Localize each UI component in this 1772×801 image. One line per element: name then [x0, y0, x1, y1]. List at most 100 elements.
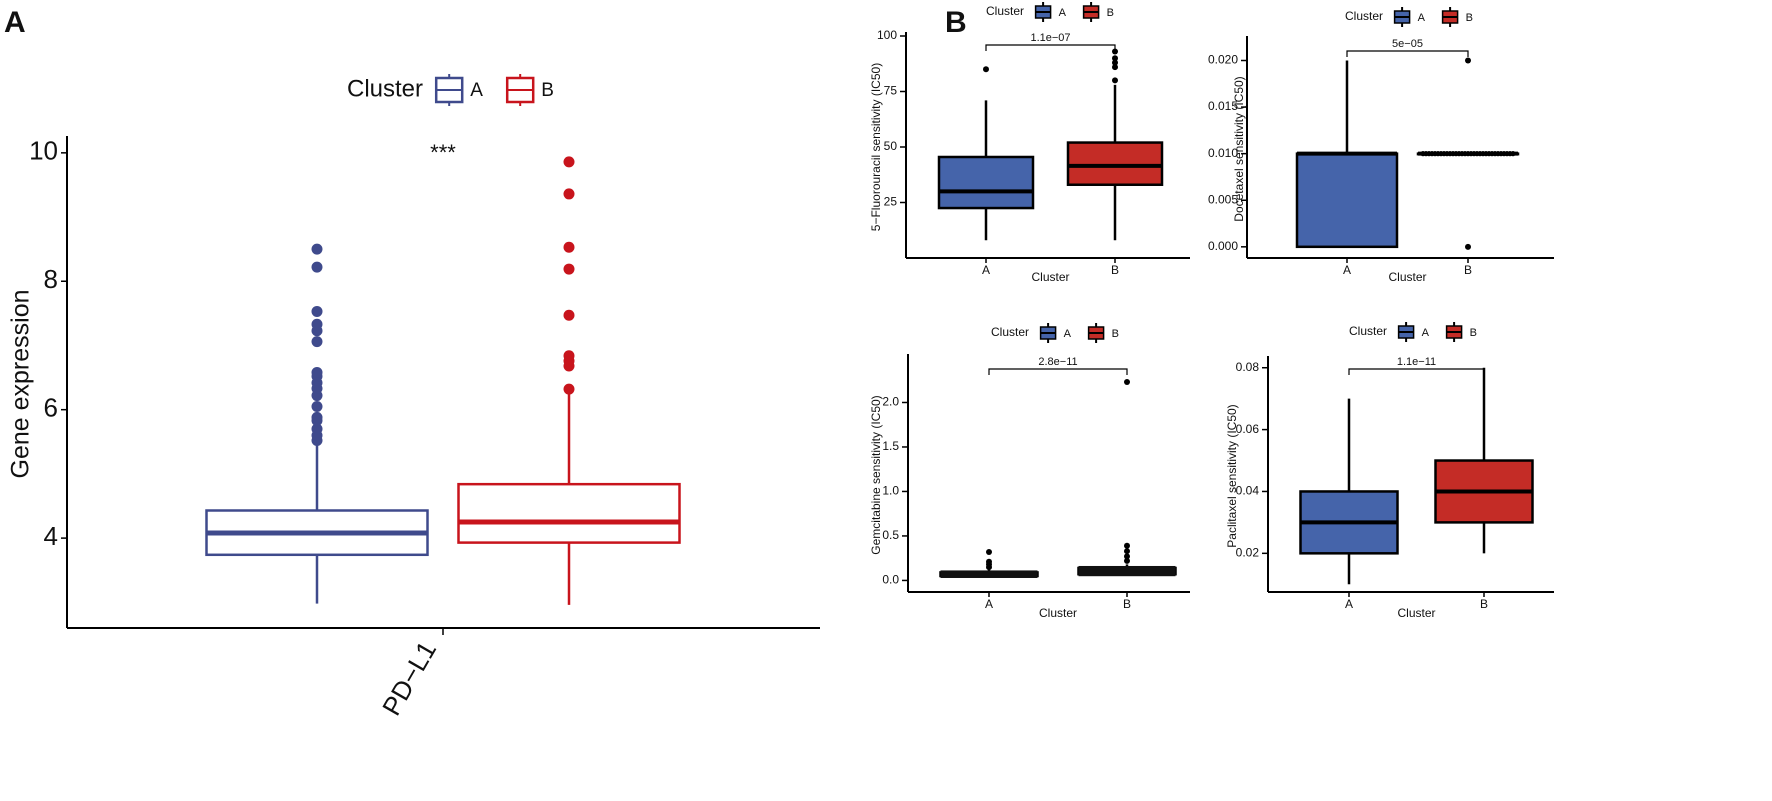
- outlier-point: [563, 309, 575, 321]
- legend-label-a: A: [1059, 7, 1067, 19]
- y-axis-label: Gemcitabine sensitivity (IC50): [869, 395, 883, 554]
- y-axis-label: Paclitaxel sensitivity (IC50): [1225, 404, 1239, 547]
- legend-label-b: B: [541, 80, 554, 101]
- outlier-point: [311, 243, 323, 255]
- x-axis-label: Cluster: [1031, 270, 1069, 284]
- y-tick-label: 8: [44, 264, 58, 294]
- x-tick-label: PD−L1: [376, 636, 442, 720]
- box-b: [1434, 367, 1534, 554]
- box-body: [457, 482, 681, 544]
- outlier-point: [311, 423, 323, 435]
- box-overplot: [940, 570, 1038, 578]
- outlier-point: [563, 241, 575, 253]
- outlier-point: [1112, 64, 1118, 71]
- outlier-point: [1112, 77, 1118, 84]
- y-tick-label: 0.04: [1236, 484, 1260, 498]
- y-tick-label: 0.5: [882, 528, 899, 542]
- legend-label-b: B: [1112, 328, 1119, 340]
- outlier-point: [563, 188, 575, 200]
- box-b: [1077, 379, 1177, 576]
- y-axis-label: Docetaxel sensitivity (IC50): [1232, 76, 1246, 221]
- legend-title: Cluster: [991, 325, 1029, 339]
- outlier-point: [1112, 59, 1118, 66]
- x-tick-label: A: [1343, 263, 1351, 277]
- x-axis-label: Cluster: [1039, 606, 1077, 620]
- y-tick-label: 0.0: [882, 573, 899, 587]
- outlier-point: [311, 411, 323, 423]
- p-value-label: 1.1e−07: [1030, 32, 1070, 44]
- y-tick-label: 0.08: [1236, 360, 1260, 374]
- box-b: [457, 156, 681, 605]
- significance-label: ***: [430, 140, 456, 165]
- outlier-point: [1465, 243, 1471, 250]
- x-axis-label: Cluster: [1397, 606, 1435, 620]
- y-tick-label: 0.020: [1208, 53, 1238, 67]
- legend-label-a: A: [1418, 12, 1426, 24]
- y-axis-label: 5−Fluorouracil sensitivity (IC50): [869, 63, 883, 231]
- outlier-point: [1112, 55, 1118, 62]
- legend-key-a: [1397, 322, 1415, 342]
- y-tick-label: 100: [877, 28, 897, 42]
- p-bracket: [985, 44, 1116, 51]
- outlier-point: [311, 261, 323, 273]
- p-value-label: 2.8e−11: [1038, 356, 1077, 368]
- box-a: [205, 243, 429, 604]
- outlier-point: [1124, 379, 1130, 386]
- y-tick-label: 0.02: [1236, 546, 1260, 560]
- legend-key-b: [1441, 7, 1459, 27]
- outlier-point: [983, 66, 989, 73]
- legend-label-a: A: [1422, 327, 1430, 339]
- y-tick-label: 0.000: [1208, 239, 1238, 253]
- x-tick-label: B: [1480, 597, 1488, 611]
- outlier-point: [563, 383, 575, 395]
- y-tick-label: 0.06: [1236, 422, 1260, 436]
- outlier-point: [563, 156, 575, 168]
- outlier-point: [311, 400, 323, 412]
- legend-key-a: [434, 74, 464, 106]
- box-overplot: [1078, 565, 1176, 577]
- legend: Cluster A B: [986, 2, 1114, 22]
- box-body: [1066, 141, 1164, 186]
- outlier-point: [1124, 553, 1130, 560]
- outlier-point: [986, 558, 992, 565]
- y-tick-label: 1.0: [882, 484, 899, 498]
- chart-2: 25 50 75 100 5−Fluorouracil sensitivity (IC5…: [869, 2, 1190, 284]
- legend-key-a: [1393, 7, 1411, 27]
- p-value-label: 5e−05: [1392, 38, 1423, 50]
- legend-label-a: A: [470, 80, 483, 101]
- y-tick-label: 4: [44, 521, 58, 551]
- outlier-point: [311, 318, 323, 330]
- y-tick-label: 25: [884, 195, 898, 209]
- legend-label-b: B: [1107, 7, 1114, 19]
- y-tick-label: 10: [29, 136, 58, 166]
- box-body: [937, 155, 1035, 210]
- legend-title: Cluster: [1345, 9, 1383, 23]
- legend-key-b: [1087, 323, 1105, 343]
- legend-title: Cluster: [1349, 324, 1387, 338]
- outlier-point: [311, 305, 323, 317]
- y-tick-label: 0.015: [1208, 99, 1238, 113]
- p-bracket: [988, 368, 1128, 375]
- y-tick-label: 2.0: [882, 395, 899, 409]
- panel-b-label: B: [945, 6, 967, 39]
- box-body: [1295, 152, 1399, 249]
- outlier-point: [1124, 557, 1130, 564]
- legend: Cluster A B: [347, 74, 554, 106]
- outlier-point: [311, 366, 323, 378]
- chart-1: 4 6 8 10 Gene expression PD−L1 *** Cluster A B: [7, 74, 820, 720]
- y-tick-label: 0.005: [1208, 192, 1238, 206]
- legend: Cluster A B: [1345, 7, 1473, 27]
- legend-key-a: [1039, 323, 1057, 343]
- x-tick-label: B: [1464, 263, 1472, 277]
- legend-label-b: B: [1470, 327, 1477, 339]
- box-b: [1066, 48, 1164, 241]
- outlier-point: [1465, 57, 1471, 64]
- p-bracket: [1346, 50, 1469, 57]
- outlier-point: [563, 350, 575, 362]
- x-tick-label: B: [1111, 263, 1119, 277]
- outlier-point: [1124, 542, 1130, 549]
- x-tick-label: A: [1345, 597, 1353, 611]
- legend-key-b: [1445, 322, 1463, 342]
- y-tick-label: 50: [884, 139, 898, 153]
